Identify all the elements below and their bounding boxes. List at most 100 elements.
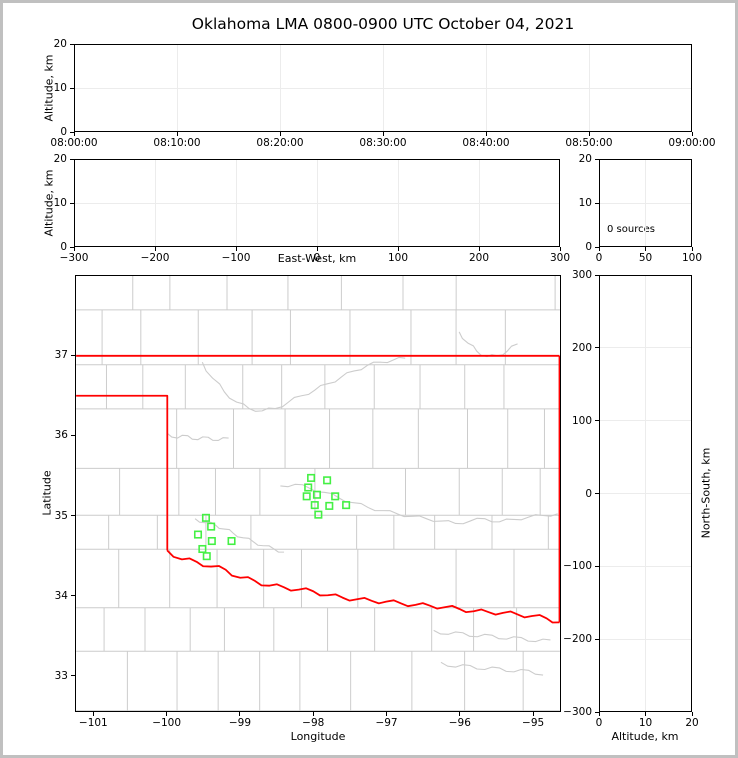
lma-station-marker	[310, 501, 319, 510]
y-tick-mark	[71, 595, 75, 597]
x-tick-label: 0	[595, 252, 603, 264]
lma-station-marker	[302, 492, 311, 501]
y-tick-label: 33	[54, 669, 68, 682]
map-ylabel: Latitude	[40, 470, 54, 516]
lma-station-marker	[304, 483, 313, 492]
p2-xlabel: East-West, km	[277, 252, 357, 265]
x-tick-mark	[598, 247, 600, 251]
p5-ylabel: North-South, km	[699, 447, 713, 539]
gridline-h	[600, 202, 691, 204]
y-tick-mark	[70, 131, 74, 133]
y-tick-mark	[595, 420, 599, 422]
x-tick-label: 0	[313, 252, 321, 264]
y-tick-label: 35	[54, 509, 68, 522]
gridline-h	[600, 347, 691, 349]
x-tick-mark	[73, 247, 75, 251]
x-tick-label: 09:00:00	[668, 137, 716, 149]
y-tick-mark	[595, 158, 599, 160]
x-tick-label: −200	[140, 252, 170, 264]
y-tick-mark	[595, 347, 599, 349]
gridline-h	[600, 493, 691, 494]
lma-station-marker	[227, 537, 236, 546]
x-tick-label: −96	[448, 717, 471, 729]
y-tick-label: 0	[60, 240, 67, 253]
lma-station-marker	[198, 544, 207, 554]
x-tick-label: 08:00:00	[50, 137, 98, 149]
gridline-h	[75, 202, 559, 204]
x-tick-mark	[559, 247, 561, 251]
p5-xlabel: Altitude, km	[611, 730, 679, 743]
x-tick-mark	[92, 712, 94, 716]
y-tick-mark	[595, 274, 599, 276]
y-tick-label: 200	[571, 341, 592, 354]
gridline-h	[600, 420, 691, 422]
figure-title: Oklahoma LMA 0800-0900 UTC October 04, 2…	[191, 15, 575, 33]
x-tick-mark	[397, 247, 399, 251]
oklahoma-map	[76, 276, 560, 711]
y-tick-label: 0	[585, 487, 592, 500]
x-tick-label: 100	[387, 252, 409, 264]
x-tick-label: −100	[152, 717, 182, 729]
y-tick-mark	[71, 434, 75, 436]
oklahoma-state-border	[76, 354, 560, 624]
y-tick-label: 300	[571, 268, 592, 281]
x-tick-label: 08:20:00	[256, 137, 304, 149]
x-tick-mark	[459, 712, 461, 716]
x-tick-mark	[485, 132, 487, 136]
y-tick-mark	[595, 565, 599, 567]
y-tick-label: −300	[563, 705, 592, 718]
y-tick-label: 36	[54, 429, 68, 442]
x-tick-mark	[279, 132, 281, 136]
y-tick-mark	[595, 638, 599, 640]
x-tick-label: 20	[685, 717, 699, 729]
y-tick-label: 10	[53, 81, 67, 94]
plan-view-map-panel[interactable]	[75, 275, 561, 712]
y-tick-mark	[595, 493, 599, 494]
lma-station-marker	[201, 513, 210, 522]
y-tick-mark	[71, 515, 75, 517]
y-tick-mark	[595, 711, 599, 713]
x-tick-mark	[588, 132, 590, 136]
y-tick-label: 0	[60, 125, 67, 138]
y-tick-label: 20	[578, 152, 592, 165]
y-tick-label: 20	[53, 37, 67, 50]
lma-station-marker	[307, 473, 316, 482]
lma-station-marker	[325, 501, 334, 510]
sources-count-label: 0 sources	[607, 224, 655, 235]
x-tick-label: −300	[59, 252, 89, 264]
x-tick-mark	[691, 247, 693, 251]
lma-station-markers	[193, 473, 351, 561]
x-tick-mark	[73, 132, 75, 136]
x-tick-label: 300	[549, 252, 571, 264]
x-tick-mark	[382, 132, 384, 136]
river-lines	[166, 331, 558, 676]
x-tick-mark	[176, 132, 178, 136]
y-tick-mark	[595, 246, 599, 248]
x-tick-label: 50	[638, 252, 653, 264]
x-tick-label: −95	[522, 717, 545, 729]
x-tick-label: 08:30:00	[359, 137, 407, 149]
y-tick-mark	[71, 354, 75, 356]
lma-station-marker	[207, 522, 216, 531]
y-tick-label: 34	[54, 589, 68, 602]
x-tick-label: −100	[221, 252, 251, 264]
x-tick-mark	[645, 712, 646, 716]
lma-station-marker	[342, 501, 351, 510]
x-tick-mark	[532, 712, 534, 716]
x-tick-mark	[239, 712, 241, 716]
x-tick-label: 10	[638, 717, 653, 729]
x-tick-mark	[598, 712, 600, 716]
x-tick-mark	[316, 247, 318, 251]
x-tick-label: 200	[468, 252, 490, 264]
lma-station-marker	[202, 552, 211, 561]
lma-station-marker	[323, 476, 332, 485]
lma-station-marker	[193, 530, 203, 539]
y-tick-mark	[70, 202, 74, 204]
y-tick-label: −200	[563, 632, 592, 645]
x-tick-mark	[691, 132, 693, 136]
y-tick-mark	[70, 43, 74, 45]
y-tick-label: 37	[54, 348, 68, 361]
x-tick-label: −101	[78, 717, 108, 729]
y-tick-label: 100	[571, 414, 592, 427]
